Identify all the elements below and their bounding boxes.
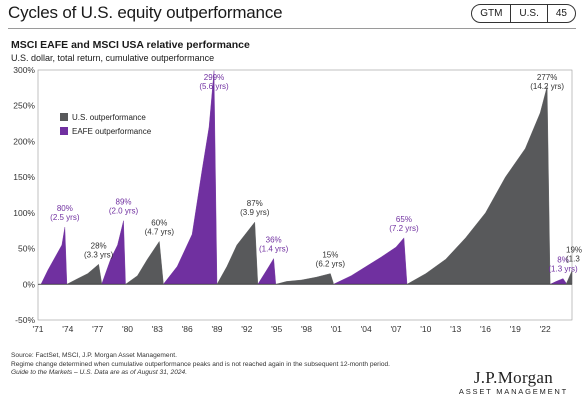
- series-area-eafe-5: [162, 70, 218, 285]
- x-tick-label: '16: [480, 324, 491, 334]
- x-tick-label: '77: [92, 324, 103, 334]
- annotation-value: 36%: [266, 236, 282, 245]
- x-tick-label: '07: [390, 324, 401, 334]
- badge-region: U.S.: [510, 5, 546, 22]
- annotation-value: 8%: [557, 256, 569, 265]
- x-tick-label: '22: [540, 324, 551, 334]
- annotation-duration: (6.2 yrs): [316, 260, 346, 269]
- y-tick-label: 50%: [18, 244, 35, 254]
- series-area-us-6: [216, 221, 258, 285]
- annotation-duration: (2.5 yrs): [50, 213, 80, 222]
- legend-swatch-us: [60, 113, 68, 121]
- footnotes: Source: FactSet, MSCI, J.P. Morgan Asset…: [11, 352, 481, 378]
- annotation-value: 277%: [537, 73, 557, 82]
- x-tick-label: '13: [450, 324, 461, 334]
- slide-badges: GTM U.S. 45: [471, 4, 576, 23]
- x-tick-label: '04: [361, 324, 372, 334]
- annotation-duration: (4.7 yrs): [145, 227, 175, 236]
- series-area-eafe-7: [257, 257, 276, 285]
- annotation-duration: (14.2 yrs): [530, 82, 564, 91]
- relative-performance-chart: -50% 0% 50% 100% 150% 200% 250% 300% '71 '74 '77 '8…: [13, 65, 582, 334]
- x-tick-label: '19: [510, 324, 521, 334]
- logo-name: J.P.Morgan: [473, 368, 554, 387]
- y-tick-label: 150%: [13, 172, 35, 182]
- annotation-duration: (5.6 yrs): [199, 82, 229, 91]
- legend-label-eafe: EAFE outperformance: [72, 127, 152, 136]
- x-tick-label: '89: [211, 324, 222, 334]
- x-tick-label: '74: [62, 324, 73, 334]
- y-tick-label: 200%: [13, 136, 35, 146]
- legend-label-us: U.S. outperformance: [72, 113, 146, 122]
- plot-frame: [37, 69, 573, 321]
- chart-title: MSCI EAFE and MSCI USA relative performa…: [11, 39, 250, 51]
- annotation-value: 28%: [91, 241, 107, 250]
- x-tick-label: '83: [152, 324, 163, 334]
- chart-subtitle: U.S. dollar, total return, cumulative ou…: [11, 53, 215, 63]
- y-tick-label: -50%: [15, 315, 35, 325]
- annotation-value: 60%: [151, 218, 167, 227]
- series-area-eafe-11: [550, 278, 567, 285]
- x-tick-label: '86: [182, 324, 193, 334]
- legend-swatch-eafe: [60, 127, 68, 135]
- series-area-us-8: [275, 273, 334, 285]
- series-area-eafe-9: [333, 237, 408, 285]
- badge-page-number: 45: [546, 5, 575, 22]
- annotation-duration: (1.4 yrs): [259, 245, 289, 254]
- footnote-guide: Guide to the Markets – U.S. Data are as …: [11, 369, 188, 377]
- x-tick-label: '95: [271, 324, 282, 334]
- y-tick-label: 300%: [13, 65, 35, 75]
- annotation-value: 89%: [116, 198, 132, 207]
- page-title: Cycles of U.S. equity outperformance: [8, 3, 283, 22]
- annotation-value: 87%: [247, 199, 263, 208]
- annotation-value: 80%: [57, 204, 73, 213]
- series-area-us-10: [406, 86, 551, 285]
- x-tick-label: '98: [301, 324, 312, 334]
- x-tick-label: '92: [241, 324, 252, 334]
- y-tick-label: 250%: [13, 101, 35, 111]
- title-divider: [8, 28, 576, 29]
- jpmorgan-logo: J.P.Morgan ASSET MANAGEMENT: [459, 368, 568, 396]
- annotation-duration: (3.3 yrs): [84, 250, 114, 259]
- footnote-source: Source: FactSet, MSCI, J.P. Morgan Asset…: [11, 352, 177, 359]
- x-tick-label: '10: [420, 324, 431, 334]
- series-area-us-4: [124, 240, 164, 285]
- x-tick-label: '80: [122, 324, 133, 334]
- x-tick-label: '71: [32, 324, 43, 334]
- annotation-duration: (7.2 yrs): [389, 224, 419, 233]
- series-area-eafe-1: [40, 227, 68, 285]
- footnote-regime-note: Regime change determined when cumulative…: [11, 360, 391, 368]
- annotation-value: 19%: [566, 246, 582, 255]
- y-tick-label: 0%: [23, 279, 36, 289]
- y-tick-label: 100%: [13, 208, 35, 218]
- annotation-value: 15%: [322, 251, 338, 260]
- annotation-value: 299%: [204, 73, 224, 82]
- logo-subtitle: ASSET MANAGEMENT: [458, 387, 568, 396]
- series-area-us-2: [66, 263, 102, 285]
- annotation-duration: (1.3 yrs): [566, 255, 582, 264]
- badge-gtm: GTM: [480, 8, 503, 19]
- annotation-value: 65%: [396, 215, 412, 224]
- annotation-duration: (2.0 yrs): [109, 207, 139, 216]
- annotation-duration: (1.3 yrs): [548, 265, 578, 274]
- annotation-duration: (3.9 yrs): [240, 208, 270, 217]
- x-tick-label: '01: [331, 324, 342, 334]
